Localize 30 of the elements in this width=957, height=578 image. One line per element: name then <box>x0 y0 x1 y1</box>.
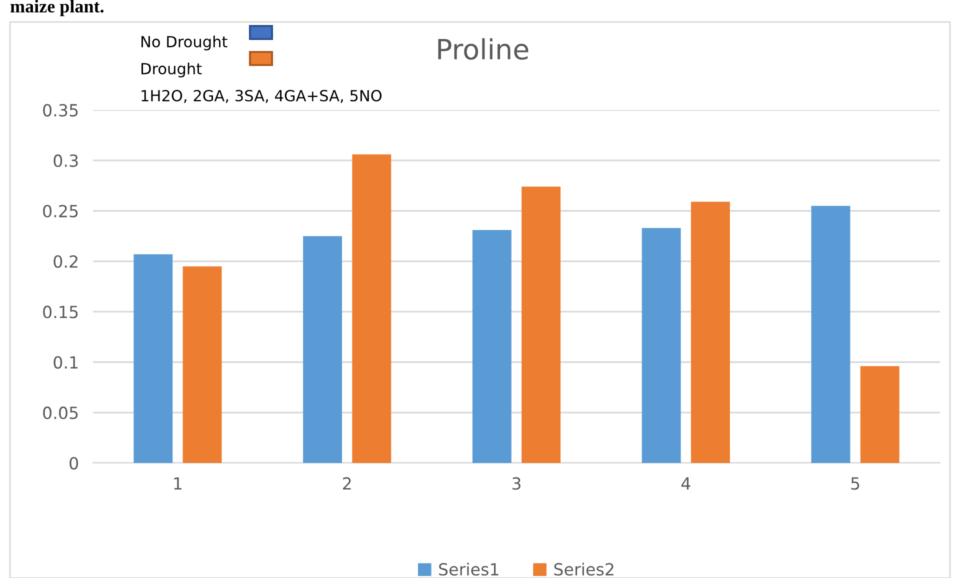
y-tick-label: 0.15 <box>43 306 78 318</box>
x-tick-label: 5 <box>851 477 860 490</box>
y-tick-label: 0.1 <box>54 356 78 369</box>
x-tick-label: 3 <box>512 477 520 490</box>
bar <box>352 154 392 463</box>
x-tick-label: 1 <box>174 477 182 490</box>
x-tick-label: 2 <box>343 477 351 490</box>
chart-title: Proline <box>438 38 528 60</box>
text: No Drought <box>142 36 228 50</box>
y-tick-label: 0.05 <box>43 406 78 420</box>
legend-label: Series1 <box>439 562 498 576</box>
bar <box>642 228 681 463</box>
bar <box>134 254 173 463</box>
y-tick-label: 0.25 <box>43 204 78 218</box>
text: maize plant. <box>10 0 104 16</box>
bar <box>182 266 222 463</box>
bar <box>522 186 561 463</box>
bar <box>860 366 900 463</box>
text: 1H2O, 2GA, 3SA, 4GA+SA, 5NO <box>142 90 382 103</box>
y-tick-label: 0 <box>70 456 78 470</box>
bar <box>690 202 730 463</box>
x-tick-label: 4 <box>681 477 690 490</box>
bar <box>811 206 850 463</box>
y-tick-label: 0.2 <box>54 255 78 268</box>
bar <box>472 230 512 463</box>
y-tick-label: 0.3 <box>54 154 78 167</box>
text: Drought <box>142 62 202 78</box>
y-tick-label: 0.35 <box>43 104 78 117</box>
bar <box>303 236 342 463</box>
legend-label: Series2 <box>554 562 614 576</box>
